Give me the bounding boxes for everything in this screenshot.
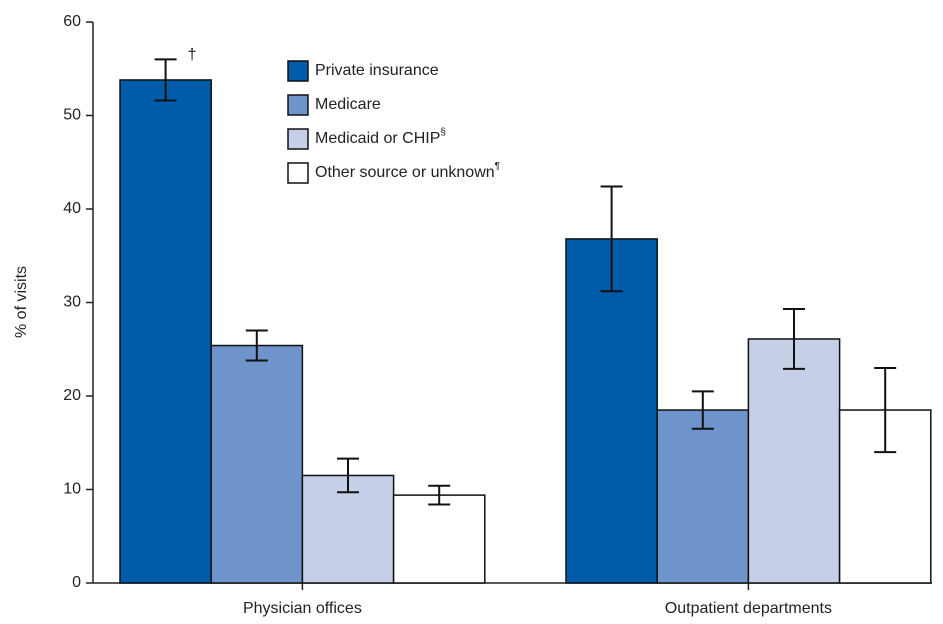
legend-text: Private insurance xyxy=(315,62,439,79)
legend-swatch xyxy=(287,60,309,82)
bar xyxy=(656,409,750,584)
error-bar xyxy=(783,308,805,370)
y-axis-label: % of visits xyxy=(13,266,30,338)
error-bar xyxy=(428,484,451,506)
legend-swatch xyxy=(287,128,309,150)
bar xyxy=(301,474,395,584)
bar xyxy=(747,338,841,584)
y-tick-label: 30 xyxy=(63,294,81,311)
legend-swatch xyxy=(287,162,309,184)
legend-text: Medicare xyxy=(315,96,381,113)
bar xyxy=(119,79,212,584)
y-tick-label: 0 xyxy=(72,574,81,591)
error-bar xyxy=(600,185,623,293)
x-tick-label: Outpatient departments xyxy=(665,600,832,617)
error-bar xyxy=(874,366,897,454)
legend-swatch xyxy=(287,94,309,116)
legend-label: Medicare xyxy=(315,96,381,113)
bar xyxy=(565,238,658,584)
x-tick-label: Physician offices xyxy=(243,600,362,617)
error-bar xyxy=(691,390,714,430)
y-tick-label: 40 xyxy=(63,200,81,217)
legend-label: Other source or unknown¶ xyxy=(315,161,500,182)
legend-footnote-mark: ¶ xyxy=(495,161,500,172)
error-bar xyxy=(337,457,359,494)
y-tick-label: 10 xyxy=(63,481,81,498)
legend-text: Medicaid or CHIP xyxy=(315,130,440,147)
y-tick-label: 20 xyxy=(63,387,81,404)
bar xyxy=(392,494,486,584)
legend-text: Other source or unknown xyxy=(315,164,495,181)
y-tick-label: 60 xyxy=(63,13,81,30)
annotation: † xyxy=(188,47,197,64)
error-bar xyxy=(245,329,268,362)
legend-label: Medicaid or CHIP§ xyxy=(315,127,446,148)
legend-footnote-mark: § xyxy=(440,127,446,138)
y-tick-label: 50 xyxy=(63,107,81,124)
bar xyxy=(210,344,304,584)
legend-label: Private insurance xyxy=(315,62,439,79)
error-bar xyxy=(154,58,177,102)
